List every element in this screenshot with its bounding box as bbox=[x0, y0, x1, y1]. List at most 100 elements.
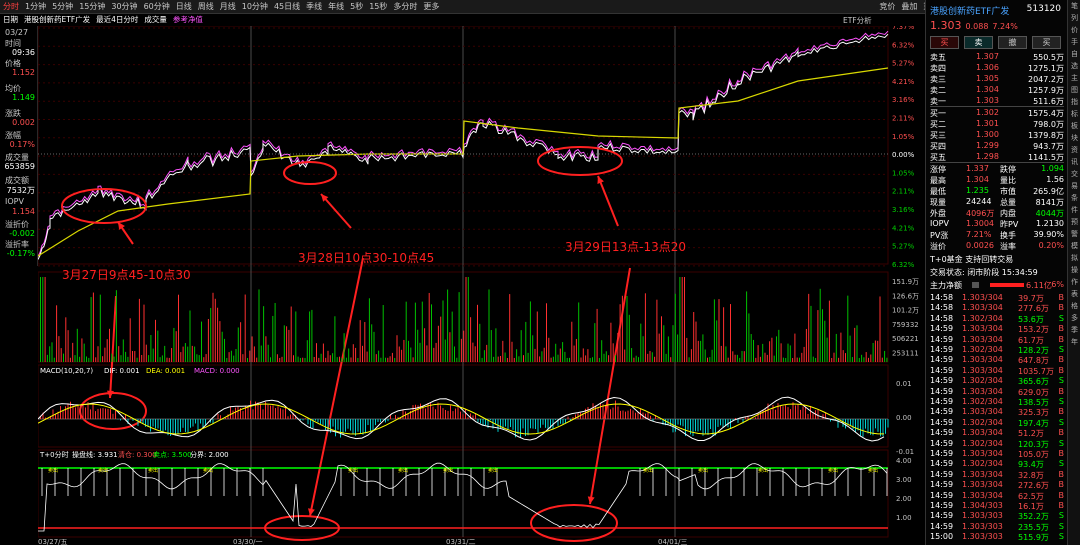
sidebar-tool-28[interactable]: 年 bbox=[1071, 338, 1078, 346]
stat-label: PV涨 bbox=[930, 231, 949, 240]
period-tab-13[interactable]: 5秒 bbox=[350, 1, 364, 11]
period-tab-0[interactable]: 分时 bbox=[3, 1, 19, 11]
volume-bar bbox=[803, 346, 805, 362]
period-tab-6[interactable]: 日线 bbox=[175, 1, 192, 11]
sell-button[interactable]: 卖 bbox=[964, 36, 993, 49]
sidebar-tool-22[interactable]: 操 bbox=[1071, 266, 1078, 274]
sidebar-tool-24[interactable]: 表 bbox=[1071, 290, 1078, 298]
period-tab-3[interactable]: 15分钟 bbox=[79, 1, 106, 11]
bid-label: 买二 bbox=[930, 120, 946, 129]
sidebar-tool-19[interactable]: 警 bbox=[1071, 230, 1078, 238]
macd-bar bbox=[120, 419, 121, 421]
period-tab-10[interactable]: 45日线 bbox=[273, 1, 301, 11]
macd-bar bbox=[287, 416, 289, 419]
sidebar-tool-5[interactable]: 选 bbox=[1071, 62, 1078, 70]
macd-bar bbox=[55, 414, 56, 419]
sidebar-tool-9[interactable]: 标 bbox=[1071, 110, 1078, 118]
pct-axis-label: 2.11% bbox=[892, 188, 915, 196]
macd-bar bbox=[95, 411, 96, 419]
tick-side: B bbox=[1058, 428, 1065, 438]
volume-bar bbox=[695, 321, 697, 362]
volume-bar bbox=[283, 325, 285, 362]
period-tab-7[interactable]: 周线 bbox=[197, 1, 214, 11]
volume-bar bbox=[187, 346, 189, 362]
macd-bar bbox=[887, 419, 889, 428]
macd-bar bbox=[365, 419, 366, 434]
sidebar-tool-4[interactable]: 自 bbox=[1071, 50, 1078, 58]
intraday-chart-area[interactable]: 7.37% 6.32% 5.27% 4.21% 3.16% 2.11% 1.05% 0.00%… bbox=[38, 26, 925, 545]
sidebar-tool-3[interactable]: 手 bbox=[1071, 38, 1078, 46]
volume-bar bbox=[290, 306, 292, 362]
macd-bar bbox=[762, 410, 764, 419]
volume-bar bbox=[201, 321, 202, 362]
sidebar-tool-20[interactable]: 模 bbox=[1071, 242, 1078, 250]
volume-bar bbox=[178, 294, 179, 362]
period-tab-12[interactable]: 年线 bbox=[328, 1, 345, 11]
toolbar-action-0[interactable]: 竞价 bbox=[879, 2, 896, 11]
sidebar-tool-17[interactable]: 件 bbox=[1071, 206, 1078, 214]
sidebar-tool-26[interactable]: 多 bbox=[1071, 314, 1078, 322]
period-tab-15[interactable]: 多分时 bbox=[393, 1, 418, 11]
macd-bar bbox=[370, 419, 371, 432]
buy-button[interactable]: 买 bbox=[930, 36, 959, 49]
volume-bar bbox=[247, 357, 248, 362]
macd-bar bbox=[220, 415, 221, 419]
cancel-button[interactable]: 撤 bbox=[998, 36, 1027, 49]
sidebar-tool-11[interactable]: 块 bbox=[1071, 134, 1078, 142]
macd-bar bbox=[310, 419, 311, 428]
volume-label: 成交量 bbox=[144, 15, 167, 24]
sidebar-tool-23[interactable]: 作 bbox=[1071, 278, 1078, 286]
volume-bar bbox=[725, 346, 727, 362]
intraday-chart-svg[interactable]: 7.37% 6.32% 5.27% 4.21% 3.16% 2.11% 1.05% 0.00%… bbox=[38, 26, 925, 545]
period-tab-1[interactable]: 1分钟 bbox=[25, 1, 47, 11]
macd-bar bbox=[232, 410, 234, 419]
period-tab-11[interactable]: 季线 bbox=[306, 1, 323, 11]
range-label[interactable]: 最近4日分时 bbox=[96, 15, 139, 24]
period-tab-14[interactable]: 15秒 bbox=[369, 1, 388, 11]
macd-bar bbox=[655, 415, 656, 419]
tick-volume: 93.4万 bbox=[1018, 460, 1044, 470]
reference-nav-label[interactable]: 参考净值 bbox=[172, 15, 203, 24]
security-name[interactable]: 港股创新药ETF广发 bbox=[24, 15, 91, 24]
period-tab-9[interactable]: 10分钟 bbox=[241, 1, 268, 11]
sidebar-tool-25[interactable]: 格 bbox=[1071, 302, 1078, 310]
etf-analysis-link[interactable]: ETF分析 bbox=[843, 16, 872, 25]
sidebar-tool-13[interactable]: 讯 bbox=[1071, 158, 1078, 166]
volume-bar bbox=[732, 351, 734, 362]
macd-bar bbox=[80, 405, 81, 419]
period-tab-4[interactable]: 30分钟 bbox=[111, 1, 138, 11]
period-tab-16[interactable]: 更多 bbox=[423, 1, 440, 11]
tick-side: B bbox=[1058, 386, 1065, 396]
sidebar-tool-18[interactable]: 预 bbox=[1071, 218, 1078, 226]
sidebar-tool-21[interactable]: 拟 bbox=[1071, 254, 1078, 262]
sidebar-tool-15[interactable]: 易 bbox=[1071, 182, 1078, 190]
sidebar-tool-7[interactable]: 图 bbox=[1071, 86, 1078, 94]
sidebar-tool-14[interactable]: 交 bbox=[1071, 170, 1078, 178]
macd-bar bbox=[320, 419, 321, 425]
sidebar-tool-16[interactable]: 条 bbox=[1071, 194, 1078, 202]
tick-time: 14:59 bbox=[930, 490, 954, 500]
toolbar-action-1[interactable]: 叠加 bbox=[901, 2, 918, 11]
ask-row: 卖三 1.305 2047.2万 bbox=[930, 74, 1064, 85]
volume-bar bbox=[405, 301, 407, 362]
sidebar-tool-10[interactable]: 板 bbox=[1071, 122, 1078, 130]
macd-bar bbox=[367, 419, 369, 426]
tick-time: 14:59 bbox=[930, 365, 954, 375]
macd-bar bbox=[415, 404, 416, 419]
sidebar-tool-12[interactable]: 资 bbox=[1071, 146, 1078, 154]
quick-buy-button[interactable]: 买 bbox=[1032, 36, 1061, 49]
sidebar-tool-6[interactable]: 主 bbox=[1071, 74, 1078, 82]
macd-bar bbox=[697, 419, 699, 432]
volume-bar bbox=[334, 316, 336, 362]
period-tab-5[interactable]: 60分钟 bbox=[143, 1, 170, 11]
period-tab-8[interactable]: 月线 bbox=[219, 1, 236, 11]
sidebar-tool-0[interactable]: 笔 bbox=[1071, 2, 1078, 10]
sidebar-tool-1[interactable]: 列 bbox=[1071, 14, 1078, 22]
sidebar-tool-2[interactable]: 价 bbox=[1071, 26, 1078, 34]
volume-axis-label: 506221 bbox=[892, 335, 919, 343]
right-sidebar: 笔列价手自选主图指标板块资讯交易条件预警模拟操作表格多季年 bbox=[1067, 0, 1080, 545]
period-tab-2[interactable]: 5分钟 bbox=[52, 1, 74, 11]
tick-time: 14:58 bbox=[930, 313, 954, 323]
sidebar-tool-8[interactable]: 指 bbox=[1071, 98, 1078, 106]
sidebar-tool-27[interactable]: 季 bbox=[1071, 326, 1078, 334]
